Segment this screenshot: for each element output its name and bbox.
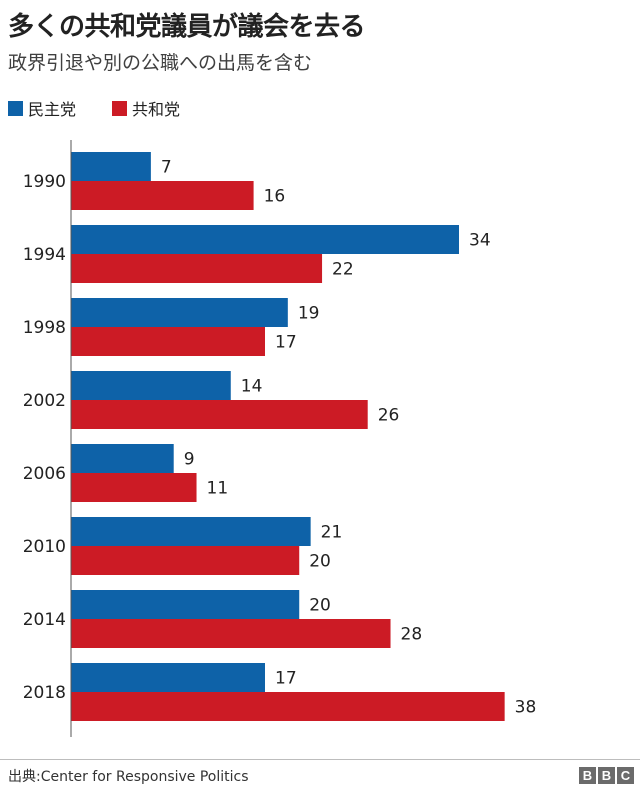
data-label: 11	[207, 479, 229, 499]
bbc-logo-letter: C	[617, 767, 634, 784]
category-label: 2018	[23, 683, 66, 703]
legend-swatch-republican	[112, 100, 128, 116]
footer-divider	[0, 759, 640, 760]
category-label: 1990	[23, 172, 66, 192]
category-label: 2014	[23, 610, 66, 630]
bar	[71, 473, 197, 502]
bar	[71, 327, 265, 356]
bar-chart-plot: 1990716199434221998191720021426200691120…	[23, 140, 537, 737]
bbc-logo-letter: B	[598, 767, 615, 784]
data-label: 17	[275, 333, 297, 353]
category-label: 1994	[23, 245, 66, 265]
bar	[71, 692, 505, 721]
data-label: 38	[515, 698, 537, 718]
bar	[71, 181, 254, 210]
bar	[71, 152, 151, 181]
chart-title: 多くの共和党議員が議会を去る	[8, 12, 366, 42]
bar	[71, 619, 391, 648]
category-label: 2006	[23, 464, 66, 484]
chart-subtitle: 政界引退や別の公職への出馬を含む	[8, 52, 313, 74]
chart-legend: 民主党 共和党	[8, 97, 216, 119]
category-label: 2010	[23, 537, 66, 557]
data-label: 26	[378, 406, 400, 426]
data-label: 16	[264, 187, 286, 207]
bar	[71, 400, 368, 429]
source-note: 出典:Center for Responsive Politics	[8, 769, 249, 785]
category-label: 1998	[23, 318, 66, 338]
data-label: 19	[298, 304, 320, 324]
data-label: 14	[241, 377, 263, 397]
data-label: 20	[309, 552, 331, 572]
data-label: 22	[332, 260, 354, 280]
bar	[71, 371, 231, 400]
bbc-logo-letter: B	[579, 767, 596, 784]
category-label: 2002	[23, 391, 66, 411]
data-label: 34	[469, 231, 491, 251]
legend-swatch-democrat	[8, 100, 23, 116]
data-label: 7	[161, 158, 172, 178]
bar	[71, 546, 300, 575]
legend-label-republican: 共和党	[132, 100, 181, 119]
bar	[71, 590, 300, 619]
bar	[71, 663, 265, 692]
bar	[71, 225, 459, 254]
bar	[71, 444, 174, 473]
data-label: 9	[184, 450, 195, 470]
legend-item-democrat: 民主党	[8, 96, 76, 120]
bar	[71, 517, 311, 546]
data-label: 21	[321, 523, 343, 543]
data-label: 28	[401, 625, 423, 645]
data-label: 20	[309, 596, 331, 616]
legend-item-republican: 共和党	[112, 96, 180, 120]
data-label: 17	[275, 669, 297, 689]
legend-label-democrat: 民主党	[28, 100, 77, 119]
bar	[71, 254, 323, 283]
bbc-logo: B B C	[579, 767, 634, 784]
bar	[71, 298, 288, 327]
